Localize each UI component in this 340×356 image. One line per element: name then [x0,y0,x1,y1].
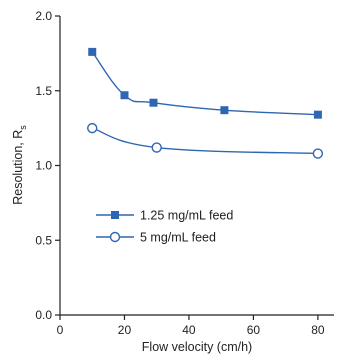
series-1-point [120,91,129,100]
x-tick-label: 60 [247,323,261,337]
x-ticks: 0 20 40 60 80 [57,315,325,337]
series-2-point [151,142,162,153]
y-axis-label-subscript: s [18,125,28,130]
y-tick-label: 1.5 [35,84,52,98]
y-tick-label: 2.0 [35,9,52,23]
y-ticks: 0.0 0.5 1.0 1.5 2.0 [35,9,60,322]
y-tick-label: 0.0 [35,308,52,322]
legend-label-2: 5 mg/mL feed [140,231,216,245]
legend-entry-2: 5 mg/mL feed [96,231,216,245]
series-1-point [149,98,158,107]
series-2-point [87,122,98,134]
legend-label-1: 1.25 mg/mL feed [140,209,233,223]
series-1-point [313,110,322,119]
y-tick-label: 0.5 [35,233,52,247]
legend-entry-1: 1.25 mg/mL feed [96,209,233,223]
x-tick-label: 80 [311,323,325,337]
x-tick-label: 40 [182,323,196,337]
series-layer [87,47,324,159]
series-2-point [312,148,324,159]
legend-marker-1 [111,211,119,219]
axes [59,16,334,316]
y-axis-label-main: Resolution, R [11,130,25,205]
legend-marker-2 [109,231,121,243]
x-tick-label: 20 [118,323,132,337]
series-2-line [92,127,318,155]
x-axis-label: Flow velocity (cm/h) [142,340,252,354]
y-axis-label: Resolution, Rs [11,125,28,205]
x-tick-label: 0 [57,323,64,337]
y-tick-label: 1.0 [35,159,52,173]
series-1-point [88,47,97,56]
legend: 1.25 mg/mL feed 5 mg/mL feed [96,209,233,245]
series-1-point [220,106,229,115]
series-1-line [91,51,318,116]
